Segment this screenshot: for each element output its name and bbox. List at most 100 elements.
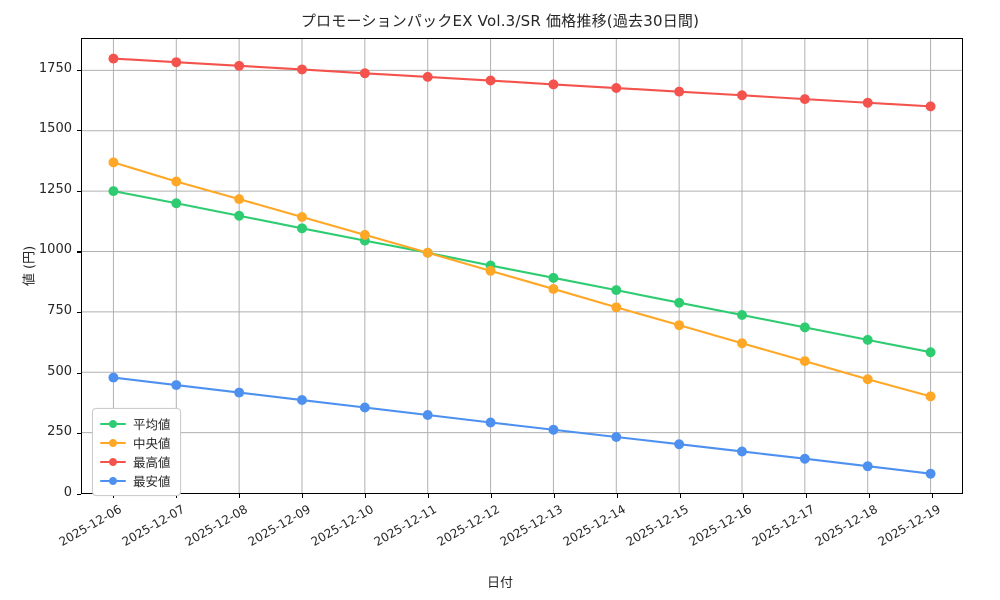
series-marker-3 xyxy=(799,453,810,464)
y-axis-tick-label: 0 xyxy=(63,485,72,500)
series-line-1 xyxy=(112,161,932,398)
series-marker-1 xyxy=(862,374,873,385)
legend-item[interactable]: 最高値 xyxy=(100,452,171,471)
series-marker-3 xyxy=(674,439,685,450)
y-axis-tick-label: 1500 xyxy=(38,121,72,137)
series-marker-0 xyxy=(799,322,810,333)
x-axis-tick-mark xyxy=(868,494,870,498)
series-marker-0 xyxy=(108,186,119,197)
series-marker-2 xyxy=(108,53,119,64)
series-marker-1 xyxy=(485,265,496,276)
series-marker-1 xyxy=(359,229,370,240)
series-line-3 xyxy=(112,376,932,475)
series-line-2 xyxy=(112,57,932,108)
y-axis-tick-label: 500 xyxy=(47,363,72,379)
series-marker-0 xyxy=(297,223,307,234)
y-axis-tick-mark xyxy=(77,251,81,253)
series-marker-1 xyxy=(799,356,810,367)
x-axis-tick-mark xyxy=(553,494,555,498)
legend-item-label: 最高値 xyxy=(133,455,171,470)
series-marker-0 xyxy=(737,310,747,321)
y-axis-tick-label: 250 xyxy=(47,424,72,440)
series-marker-3 xyxy=(485,417,496,428)
series-marker-2 xyxy=(297,64,307,75)
series-marker-1 xyxy=(674,320,685,331)
grid-lines xyxy=(82,39,962,493)
x-axis-tick-mark xyxy=(112,494,114,498)
legend-item[interactable]: 平均値 xyxy=(100,414,171,433)
series-marker-0 xyxy=(925,347,936,358)
x-axis-tick-mark xyxy=(805,494,807,498)
x-axis-tick-mark xyxy=(364,494,366,498)
chart-title: プロモーションパックEX Vol.3/SR 価格推移(過去30日間) xyxy=(300,12,700,30)
series-marker-0 xyxy=(234,210,245,221)
x-axis-tick-mark xyxy=(679,494,681,498)
x-axis-tick-mark xyxy=(301,494,303,498)
series-marker-2 xyxy=(674,86,685,97)
y-axis-tick-label: 1250 xyxy=(38,181,72,197)
series-marker-2 xyxy=(485,75,496,86)
legend-item-label: 平均値 xyxy=(133,417,171,432)
x-axis-tick-mark xyxy=(427,494,429,498)
series-marker-3 xyxy=(925,468,936,479)
series-marker-1 xyxy=(548,283,559,294)
legend-swatch-icon xyxy=(100,475,126,487)
x-axis-tick-mark xyxy=(238,494,240,498)
series-marker-2 xyxy=(799,94,810,105)
series-marker-2 xyxy=(359,68,370,79)
series-marker-0 xyxy=(548,272,559,283)
series-marker-3 xyxy=(862,461,873,472)
y-axis-tick-label: 1000 xyxy=(38,242,72,258)
series-marker-3 xyxy=(234,387,245,398)
series-marker-3 xyxy=(359,402,370,413)
series-marker-3 xyxy=(171,380,182,391)
series-marker-1 xyxy=(297,211,307,222)
x-axis-tick-mark xyxy=(616,494,618,498)
y-axis-label-container: 値 (円) xyxy=(14,38,38,494)
series-marker-0 xyxy=(862,334,873,345)
x-axis-tick-mark xyxy=(931,494,933,498)
series-marker-1 xyxy=(171,176,182,187)
series-marker-1 xyxy=(234,194,245,205)
series-marker-2 xyxy=(862,97,873,108)
series-marker-0 xyxy=(611,285,622,296)
series-marker-1 xyxy=(108,157,119,168)
series-marker-1 xyxy=(925,391,936,402)
y-axis-tick-mark xyxy=(77,190,81,192)
x-axis-tick-mark xyxy=(742,494,744,498)
y-axis-tick-mark xyxy=(77,130,81,132)
series-line-0 xyxy=(112,190,932,354)
legend-item[interactable]: 中央値 xyxy=(100,433,171,452)
y-axis-tick-mark xyxy=(77,312,81,314)
legend-swatch-icon xyxy=(100,437,126,449)
y-axis-tick-label: 750 xyxy=(47,303,72,319)
series-marker-2 xyxy=(234,60,245,71)
x-axis-label: 日付 xyxy=(486,576,513,591)
legend-item-label: 最安値 xyxy=(133,474,171,489)
series-marker-1 xyxy=(422,247,433,258)
data-series-layer xyxy=(108,53,936,479)
series-marker-3 xyxy=(108,372,119,383)
series-marker-2 xyxy=(548,79,559,90)
y-axis-tick-label: 1750 xyxy=(38,60,72,76)
legend-item[interactable]: 最安値 xyxy=(100,471,171,490)
legend-swatch-icon xyxy=(100,418,126,430)
legend-item-label: 中央値 xyxy=(133,436,171,451)
series-marker-3 xyxy=(422,410,433,420)
series-marker-2 xyxy=(171,57,182,68)
series-marker-3 xyxy=(611,431,622,442)
y-axis-tick-mark xyxy=(77,372,81,374)
y-axis-tick-mark xyxy=(77,69,81,71)
x-axis-tick-mark xyxy=(490,494,492,498)
series-marker-1 xyxy=(611,302,622,313)
series-marker-2 xyxy=(925,101,936,112)
legend-swatch-icon xyxy=(100,456,126,468)
series-marker-3 xyxy=(297,395,307,406)
y-axis-tick-mark xyxy=(77,494,81,496)
x-axis-tick-mark xyxy=(175,494,177,498)
chart-legend: 平均値中央値最高値最安値 xyxy=(92,408,181,496)
series-marker-2 xyxy=(422,71,433,82)
plot-area xyxy=(81,38,963,494)
series-marker-3 xyxy=(548,424,559,435)
